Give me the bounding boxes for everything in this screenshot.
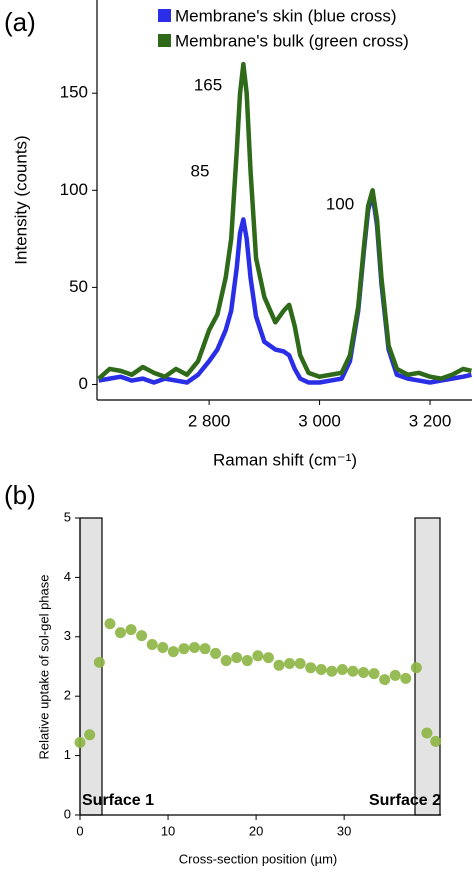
data-point (252, 650, 264, 662)
data-point (326, 665, 338, 677)
data-point (400, 672, 412, 684)
x-tick-label: 3 200 (409, 411, 452, 430)
x-tick-label: 0 (76, 823, 83, 838)
data-point (188, 641, 200, 653)
spectrum-line (98, 191, 472, 385)
legend-swatch (158, 34, 171, 47)
y-tick-label: 1 (64, 747, 71, 762)
data-point (220, 655, 232, 667)
data-point (336, 663, 348, 675)
panel-label: (b) (4, 480, 36, 510)
data-point (410, 662, 422, 674)
x-tick-label: 10 (161, 823, 175, 838)
data-point (358, 666, 370, 678)
data-point (167, 646, 179, 658)
annotation: 100 (326, 194, 354, 213)
legend-label: Membrane's skin (blue cross) (175, 6, 396, 25)
data-point (136, 630, 148, 642)
data-point (146, 639, 158, 651)
data-point (178, 643, 190, 655)
y-tick-label: 3 (64, 628, 71, 643)
y-tick-label: 150 (60, 83, 88, 102)
data-point (115, 627, 127, 639)
data-point (199, 643, 211, 655)
data-point (347, 665, 359, 677)
y-tick-label: 0 (64, 806, 71, 821)
data-point (210, 647, 222, 659)
y-tick-label: 2 (64, 688, 71, 703)
legend-swatch (158, 9, 171, 22)
x-axis-label: Cross-section position (µm) (179, 851, 337, 866)
y-tick-label: 100 (60, 180, 88, 199)
data-point (389, 669, 401, 681)
data-point (104, 618, 116, 630)
y-tick-label: 5 (64, 509, 71, 524)
data-point (368, 668, 380, 680)
y-axis-label: Relative uptake of sol-gel phase (36, 574, 51, 759)
spectrum-line (97, 61, 472, 381)
data-point (430, 735, 442, 747)
data-point (421, 727, 433, 739)
y-axis-label: Intensity (counts) (11, 135, 30, 264)
annotation: Surface 2 (369, 792, 441, 809)
y-tick-label: 0 (79, 374, 88, 393)
x-tick-label: 20 (249, 823, 263, 838)
data-point (284, 658, 296, 670)
legend-label: Membrane's bulk (green cross) (175, 31, 409, 50)
y-tick-label: 50 (69, 277, 88, 296)
y-tick-label: 4 (64, 569, 71, 584)
panel-label: (a) (4, 7, 36, 37)
data-point (74, 737, 86, 749)
x-tick-label: 3 000 (298, 411, 341, 430)
data-point (84, 729, 96, 741)
data-point (273, 659, 285, 671)
data-point (262, 652, 274, 664)
data-point (305, 662, 317, 674)
data-point (125, 624, 137, 636)
data-point (231, 652, 243, 664)
data-point (157, 641, 169, 653)
data-point (315, 663, 327, 675)
data-point (379, 674, 391, 686)
x-axis-label: Raman shift (cm⁻¹) (213, 450, 357, 469)
data-point (241, 655, 253, 667)
annotation: 165 (194, 75, 222, 94)
data-point (93, 656, 105, 668)
annotation: Surface 1 (82, 792, 154, 809)
data-point (294, 658, 306, 670)
x-tick-label: 2 800 (188, 411, 231, 430)
x-tick-label: 30 (337, 823, 351, 838)
annotation: 85 (191, 161, 210, 180)
